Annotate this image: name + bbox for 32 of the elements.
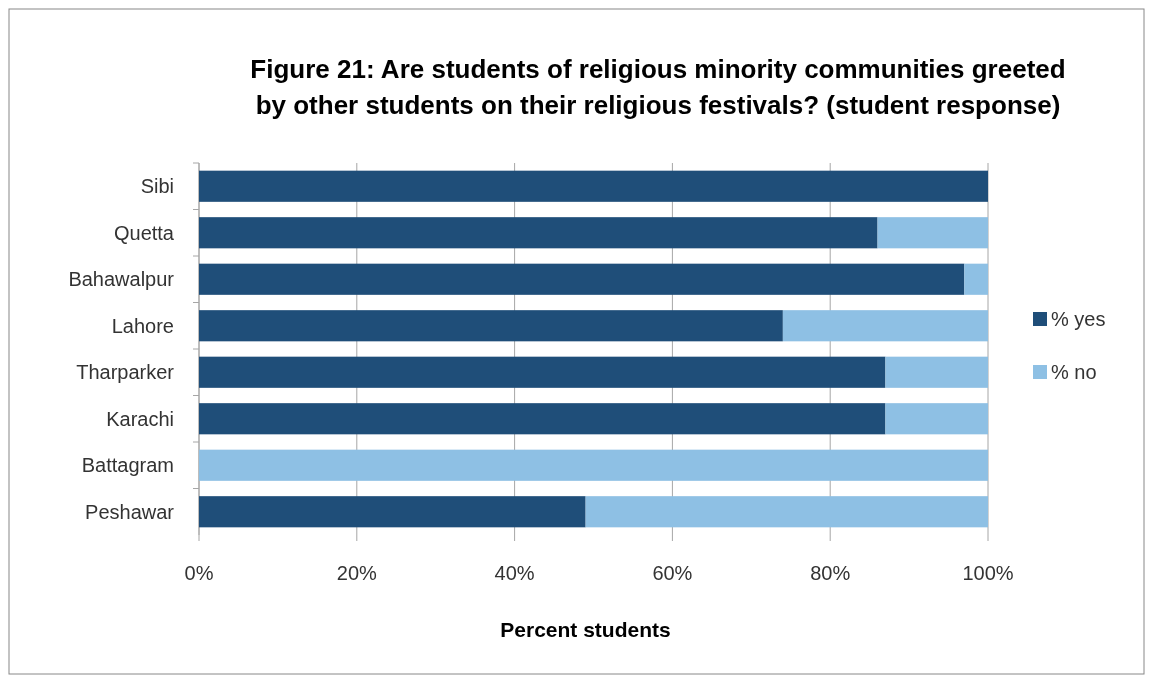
chart-title: Figure 21: Are students of religious minority communities greeted by other students on their religious festivals? (student response) (250, 54, 1066, 120)
bar (199, 496, 586, 528)
bar (782, 310, 988, 342)
legend-label: % no (1051, 361, 1097, 383)
bar (585, 496, 988, 528)
bar (885, 403, 988, 435)
y-tick-label: Karachi (106, 407, 174, 430)
y-tick-label: Peshawar (85, 500, 175, 523)
y-tick-label: Sibi (140, 175, 174, 198)
y-tick-label: Bahawalpur (68, 268, 175, 291)
bar (199, 217, 878, 249)
x-tick-label: 60% (652, 562, 693, 584)
x-tick-label: 100% (962, 562, 1014, 584)
bar (877, 217, 988, 249)
bar (199, 170, 988, 202)
bar (964, 263, 988, 295)
x-tick-label: 0% (184, 562, 214, 584)
bar (199, 263, 965, 295)
y-tick-label: Quetta (113, 221, 175, 244)
y-tick-label: Tharparker (76, 361, 175, 384)
bar (199, 403, 886, 435)
x-tick-label: 80% (810, 562, 851, 584)
bar (885, 356, 988, 388)
x-axis-title: Percent students (500, 618, 671, 641)
bar (199, 356, 886, 388)
y-tick-label: Battagram (81, 454, 174, 477)
bar (199, 310, 783, 342)
y-tick-label: Lahore (111, 314, 174, 337)
bar (199, 449, 988, 481)
legend-label: % yes (1051, 308, 1106, 330)
x-tick-label: 20% (336, 562, 378, 584)
x-tick-label: 40% (494, 562, 535, 584)
